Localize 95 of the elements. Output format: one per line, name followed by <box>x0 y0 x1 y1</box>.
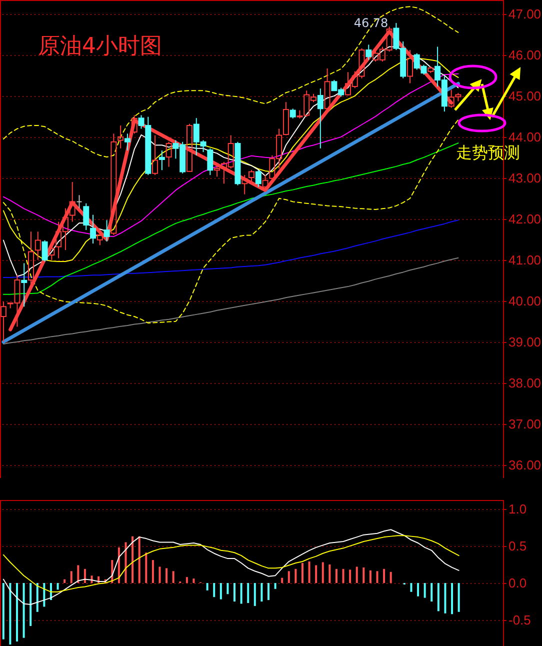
bar <box>118 547 120 584</box>
bar <box>192 578 195 584</box>
bar <box>138 536 140 584</box>
bar <box>288 571 290 584</box>
bar <box>349 570 352 584</box>
candlestick <box>158 150 165 171</box>
y-tick-label: 47.00 <box>508 6 542 22</box>
bar <box>322 562 324 584</box>
bar <box>267 583 270 600</box>
bar <box>213 583 216 598</box>
bar <box>132 536 134 584</box>
candlestick <box>28 231 34 286</box>
bar <box>16 583 18 642</box>
y-tick-label: 36.00 <box>508 457 542 472</box>
bar <box>369 570 372 584</box>
y-tick-label: 0.5 <box>508 538 527 554</box>
text: 原油4小时图 <box>38 34 162 59</box>
candlestick <box>76 194 82 209</box>
y-tick-label: 43.00 <box>508 170 542 186</box>
candlestick <box>34 231 41 260</box>
bar <box>356 566 358 584</box>
bar <box>22 583 25 638</box>
candlestick <box>317 88 324 149</box>
bar <box>70 571 72 584</box>
bar <box>281 578 284 584</box>
bar <box>43 583 46 607</box>
bar <box>410 583 412 592</box>
candlestick <box>0 301 6 342</box>
bar <box>444 583 446 614</box>
y-tick-label: 44.00 <box>508 129 542 144</box>
candlestick <box>104 220 110 242</box>
y-tick-label: 1.0 <box>508 501 527 516</box>
bar <box>430 583 433 602</box>
y-tick-label: 38.00 <box>508 375 542 390</box>
candlestick <box>69 182 76 222</box>
bar <box>390 572 392 584</box>
bar <box>226 583 229 594</box>
bar <box>77 565 80 584</box>
candlestick <box>90 214 96 244</box>
candlestick <box>21 262 28 308</box>
bar <box>260 583 263 602</box>
candlestick <box>124 133 130 151</box>
line-series <box>2 535 460 592</box>
y-tick-label: 45.00 <box>508 88 542 104</box>
candlestick <box>366 44 372 60</box>
bar <box>84 568 86 584</box>
bar <box>335 568 338 584</box>
bar <box>9 583 12 645</box>
bar <box>2 583 4 640</box>
candlestick <box>118 124 124 149</box>
bar <box>424 583 426 598</box>
bar <box>186 577 188 584</box>
bar <box>301 562 304 584</box>
bar <box>158 566 161 584</box>
bar <box>328 564 331 584</box>
line-series <box>2 220 459 278</box>
line-series <box>8 30 454 332</box>
y-tick-label: 42.00 <box>508 211 542 226</box>
bar <box>342 568 344 584</box>
line-series <box>2 529 460 605</box>
y-tick-label: 40.00 <box>508 293 542 308</box>
bar <box>254 583 256 606</box>
bar <box>240 583 242 604</box>
bar <box>376 571 378 584</box>
bar <box>437 583 440 612</box>
y-tick-label: 41.00 <box>508 252 542 268</box>
bar <box>274 583 276 589</box>
bar <box>417 583 420 596</box>
bar <box>308 562 310 584</box>
bar <box>36 583 38 612</box>
bar <box>152 560 154 584</box>
y-tick-label: 37.00 <box>508 416 542 432</box>
bar <box>124 542 127 584</box>
bar <box>294 568 297 584</box>
y-tick-label: 39.00 <box>508 334 542 350</box>
bar <box>247 583 250 604</box>
y-tick-label: 46.00 <box>508 47 542 62</box>
bar <box>64 579 66 584</box>
bar <box>145 552 148 584</box>
bar <box>206 583 208 590</box>
bar <box>315 565 318 584</box>
bar <box>362 567 365 584</box>
bar <box>234 583 236 602</box>
y-tick-label: 0.0 <box>508 576 527 591</box>
bar <box>220 583 222 600</box>
line-series <box>2 257 459 344</box>
bar <box>166 568 168 584</box>
bar <box>458 583 460 612</box>
bar <box>383 568 386 584</box>
bar <box>30 583 32 626</box>
bar <box>172 571 174 584</box>
bar <box>451 583 454 614</box>
annotation: 46.78 <box>354 16 388 30</box>
y-tick-label: -0.5 <box>508 612 531 628</box>
bar <box>56 583 59 590</box>
